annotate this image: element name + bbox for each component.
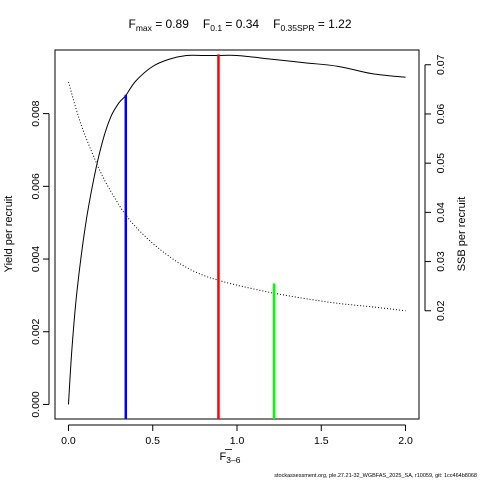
y-right-tick-label: 0.05 xyxy=(435,153,447,174)
y-left-tick-label: 0.006 xyxy=(30,173,42,199)
y-right-tick-label: 0.06 xyxy=(435,104,447,125)
y-axis-right: 0.02 0.03 0.04 0.05 0.06 0.07 xyxy=(424,54,447,321)
y-right-tick-label: 0.03 xyxy=(435,251,447,272)
x-tick-label: 1.5 xyxy=(314,435,329,447)
title-f01-sub: 0.1 xyxy=(210,23,222,33)
y-right-tick-label: 0.04 xyxy=(435,202,447,223)
y-right-tick-label: 0.07 xyxy=(435,54,447,75)
y-right-tick-label: 0.02 xyxy=(435,300,447,321)
title-f01-value: = 0.34 xyxy=(222,17,259,31)
plot-frame xyxy=(54,49,420,420)
title-fspr-value: = 1.22 xyxy=(314,17,351,31)
ssb-per-recruit-line xyxy=(67,81,406,312)
x-tick-label: 1.0 xyxy=(230,435,245,447)
reference-lines xyxy=(124,54,276,419)
y-left-tick-label: 0.000 xyxy=(30,391,42,417)
y-left-tick-label: 0.002 xyxy=(30,318,42,344)
y-left-tick-label: 0.004 xyxy=(30,246,42,272)
y-axis-right-title: SSB per recruit xyxy=(456,197,468,272)
title-fmax-value: = 0.89 xyxy=(152,17,189,31)
title-fspr-sub: 0.35SPR xyxy=(280,23,314,33)
chart-title: Fmax = 0.89 F0.1 = 0.34 F0.35SPR = 1.22 xyxy=(128,17,351,33)
x-axis-title-main: F xyxy=(220,451,227,463)
x-tick-label: 0.5 xyxy=(145,435,160,447)
y-left-tick-label: 0.008 xyxy=(30,100,42,126)
y-axis-left: 0.000 0.002 0.004 0.006 0.008 xyxy=(30,100,50,418)
footer-source: stockassessment.org, ple.27.21-32_WGBFAS… xyxy=(274,473,477,479)
yield-per-recruit-line xyxy=(67,54,406,405)
x-axis-title-sub: 3–6 xyxy=(226,455,240,465)
title-fmax-main: F xyxy=(128,17,135,31)
title-f01-main: F xyxy=(203,17,210,31)
x-axis-title: F3–6 xyxy=(220,451,241,465)
x-tick-label: 2.0 xyxy=(398,435,413,447)
x-axis: 0.0 0.5 1.0 1.5 2.0 xyxy=(61,424,413,447)
title-fmax-sub: max xyxy=(136,23,153,33)
title-fspr-main: F xyxy=(273,17,280,31)
x-tick-label: 0.0 xyxy=(61,435,76,447)
y-axis-left-title: Yield per recruit xyxy=(3,196,15,273)
series-layer xyxy=(67,54,406,405)
